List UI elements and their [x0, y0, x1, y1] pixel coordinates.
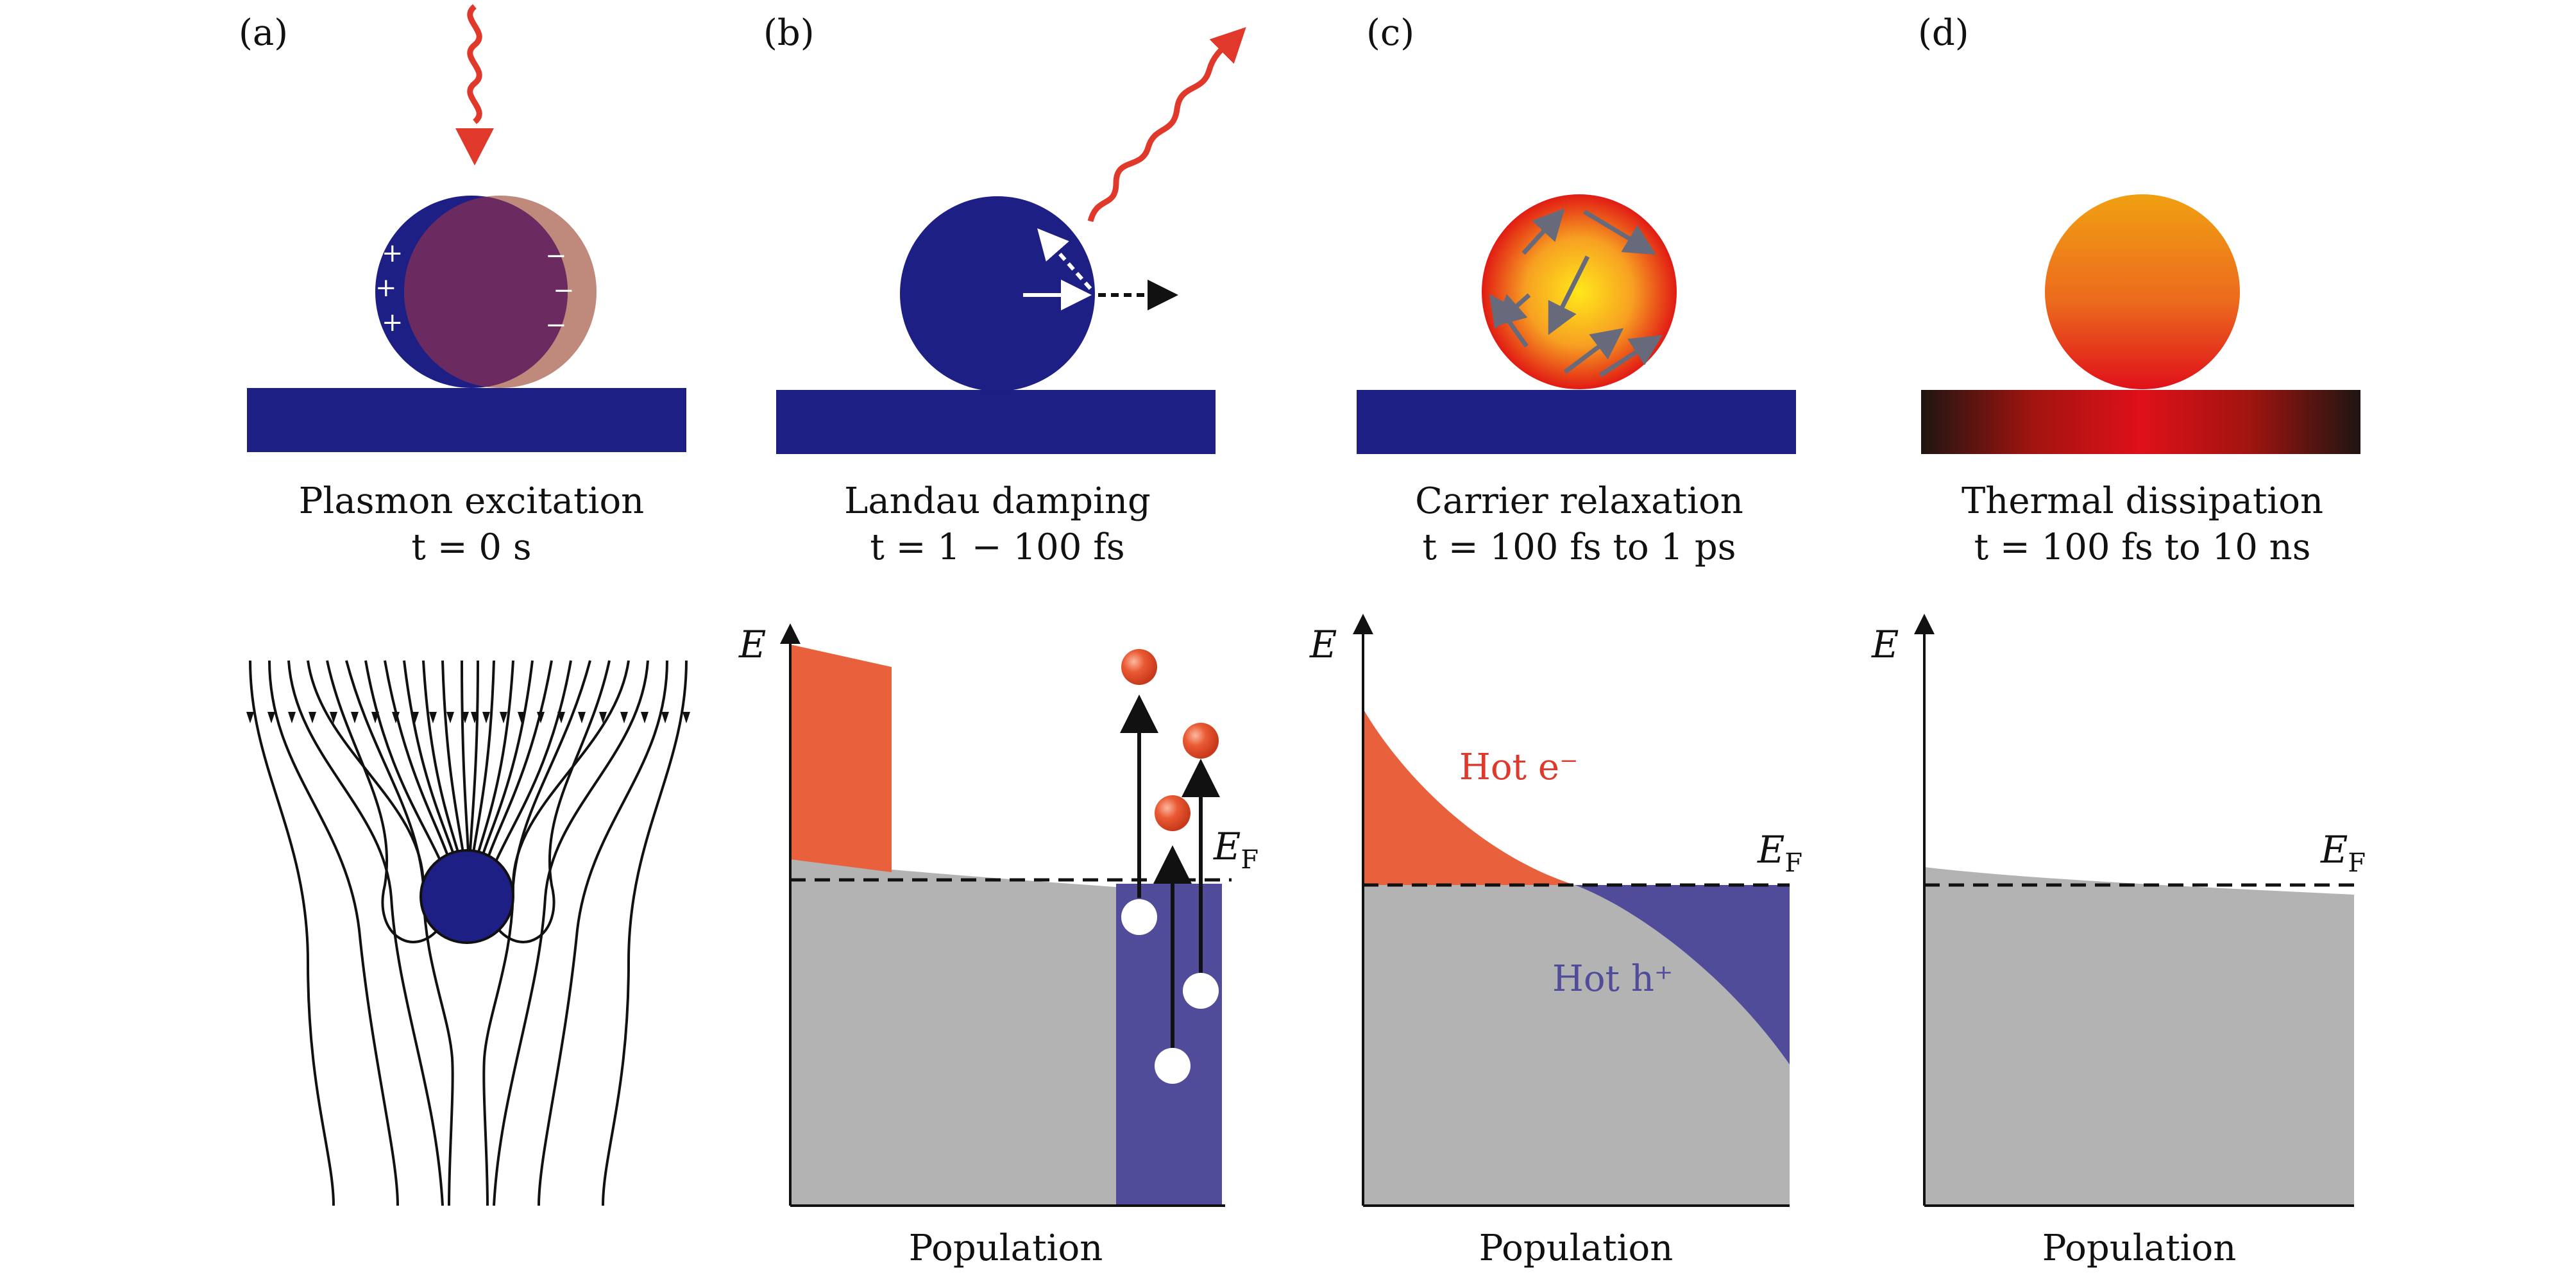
occupied-states-c: [1363, 885, 1790, 1206]
field-line: [512, 660, 591, 886]
panel-b-title: Landau damping: [844, 480, 1151, 522]
field-line: [287, 660, 444, 1206]
field-line-arrowheads: [246, 712, 690, 723]
hot-hole-region: [1575, 885, 1790, 1065]
occupied-states-b: [790, 859, 1222, 1206]
field-line: [493, 660, 649, 1206]
incoming-light-arrowhead: [455, 128, 494, 165]
panel-a-title: Plasmon excitation: [299, 480, 644, 522]
energy-axis-label-c: E: [1309, 623, 1337, 666]
panel-d-distribution: [1914, 614, 2360, 1207]
excited-electron-block: [790, 645, 892, 872]
field-line: [384, 660, 450, 860]
field-line: [461, 660, 470, 854]
field-line: [481, 660, 534, 857]
field-lines-diagram: [249, 660, 688, 1206]
energy-axis-label-d: E: [1871, 623, 1899, 666]
field-line: [326, 660, 444, 943]
emitted-light-wave: [1087, 27, 1246, 223]
fermi-label-c: EF: [1757, 828, 1802, 878]
substrate-slab-b: [776, 390, 1216, 454]
occupied-states-d: [1924, 867, 2354, 1206]
substrate-slab-c: [1357, 390, 1796, 454]
minus-charge-1: −: [545, 241, 567, 271]
field-line: [249, 660, 335, 1206]
field-line: [364, 660, 444, 866]
field-line: [486, 660, 553, 860]
population-label-b: Population: [909, 1227, 1103, 1269]
panel-c-distribution: [1353, 614, 1790, 1207]
plus-charge-1: +: [382, 239, 403, 268]
panel-a-time: t = 0 s: [411, 527, 531, 568]
field-line: [441, 660, 464, 854]
field-line: [482, 660, 630, 1206]
field-line: [493, 660, 611, 943]
panel-d-letter: (d): [1918, 12, 1969, 54]
panel-c-time: t = 100 fs to 1 ps: [1422, 527, 1736, 568]
plus-charge-2: +: [375, 273, 397, 303]
substrate-slab-a: [247, 388, 686, 452]
hot-hole-label: Hot h⁺: [1552, 958, 1673, 1000]
heated-substrate-slab: [1921, 390, 2360, 454]
field-line: [345, 660, 425, 886]
field-line: [472, 660, 495, 854]
panel-d-title: Thermal dissipation: [1962, 480, 2323, 522]
hole-circle-3: [1155, 1048, 1191, 1084]
panel-b-letter: (b): [763, 12, 815, 54]
hot-electron-ball-3: [1155, 795, 1191, 831]
hot-electron-ball-2: [1183, 723, 1219, 759]
incoming-light-wave: [467, 4, 482, 124]
minus-charge-3: −: [545, 310, 567, 340]
field-line: [493, 660, 572, 866]
population-label-c: Population: [1479, 1227, 1674, 1269]
plus-charge-3: +: [382, 308, 403, 337]
hole-region-b: [1116, 884, 1222, 1206]
hot-electron-ball-1: [1121, 649, 1157, 685]
panel-b-illustration: [776, 27, 1246, 454]
hole-circle-2: [1183, 973, 1219, 1009]
field-line: [268, 660, 399, 1206]
panel-b-time: t = 1 − 100 fs: [870, 527, 1124, 568]
carrier-scatter-arrows: [1489, 208, 1663, 377]
field-line: [403, 660, 455, 857]
hole-circle-1: [1121, 899, 1157, 935]
energy-axis-label-b: E: [738, 623, 766, 666]
panel-d-time: t = 100 fs to 10 ns: [1974, 527, 2311, 568]
nanoparticle-overlap-fill: [404, 196, 568, 388]
warm-nanoparticle: [2045, 194, 2240, 389]
fermi-label-b: EF: [1213, 825, 1258, 875]
panel-a-illustration: + + + − − −: [247, 4, 686, 452]
field-line: [538, 660, 668, 1206]
field-line: [602, 660, 688, 1206]
panel-c-title: Carrier relaxation: [1415, 480, 1743, 522]
hot-electron-region: [1363, 709, 1575, 885]
hot-electron-label: Hot e⁻: [1459, 746, 1579, 788]
panel-b-distribution: [780, 623, 1232, 1207]
field-line: [477, 660, 514, 855]
field-line: [422, 660, 460, 855]
field-line: [469, 660, 479, 854]
population-label-d: Population: [2042, 1227, 2237, 1269]
field-line: [307, 660, 454, 1206]
panel-c-illustration: [1357, 194, 1796, 454]
panel-c-letter: (c): [1366, 12, 1414, 54]
panel-d-illustration: [1921, 194, 2360, 454]
fermi-label-d: EF: [2320, 828, 2366, 878]
minus-charge-2: −: [553, 276, 575, 305]
field-nanoparticle: [419, 849, 514, 944]
panel-a-letter: (a): [239, 12, 288, 54]
